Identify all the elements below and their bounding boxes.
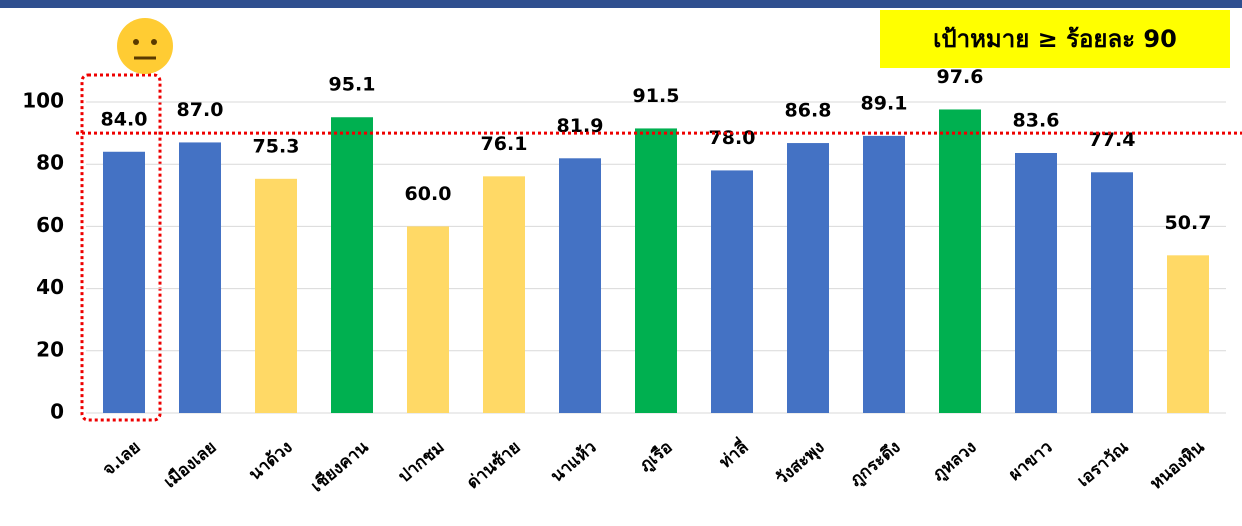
bar (559, 158, 601, 413)
annotation-box (880, 10, 1230, 68)
value-label: 78.0 (709, 127, 756, 149)
top-strip (0, 0, 1242, 8)
y-tick-label: 60 (36, 213, 64, 237)
bar (331, 117, 373, 413)
bar (1015, 153, 1057, 413)
bar (483, 176, 525, 413)
x-tick-label: นาแห้ว (547, 437, 600, 486)
value-label: 97.6 (937, 66, 984, 88)
x-tick-label: เอราวัณ (1074, 437, 1133, 491)
x-tick-label: ภูเรือ (635, 437, 677, 477)
x-tick-label: เชียงคาน (307, 436, 373, 496)
bar (407, 226, 449, 413)
y-tick-label: 100 (22, 89, 64, 113)
bar (711, 170, 753, 413)
x-tick-label: นาด้วง (245, 437, 296, 485)
bar (787, 143, 829, 413)
x-tick-label: ภูกระดึง (846, 437, 905, 491)
value-label: 89.1 (861, 92, 908, 114)
bar (939, 109, 981, 414)
y-tick-label: 80 (36, 151, 64, 175)
value-label: 95.1 (329, 74, 376, 96)
value-label: 86.8 (785, 100, 832, 122)
x-tick-label: ปากชม (395, 437, 449, 487)
x-tick-label: วังสะพุง (772, 437, 828, 489)
x-tick-label: จ.เลย (99, 437, 144, 480)
value-label: 91.5 (633, 85, 680, 107)
value-label: 87.0 (177, 99, 224, 121)
value-label: 83.6 (1013, 110, 1060, 132)
x-tick-label: ท่าลี่ (714, 435, 753, 473)
bar (635, 128, 677, 413)
value-label: 76.1 (481, 133, 528, 155)
x-tick-label: ภูหลวง (929, 437, 981, 486)
annotation: เป้าหมาย ≥ ร้อยละ 90 (933, 25, 1177, 53)
bar (179, 142, 221, 413)
x-tick-label: ผาขาว (1005, 437, 1056, 485)
face-eye (133, 39, 139, 45)
x-tick-label: หนองหิน (1146, 437, 1208, 494)
bar (1091, 172, 1133, 413)
bar (103, 151, 145, 413)
value-label: 81.9 (557, 115, 604, 137)
y-tick-label: 0 (50, 400, 64, 424)
value-label: 84.0 (101, 108, 148, 130)
y-tick-label: 40 (36, 275, 64, 299)
bar (255, 178, 297, 413)
x-tick-label: เมืองเลย (160, 437, 221, 493)
highlight-box (80, 73, 162, 422)
value-label: 60.0 (405, 183, 452, 205)
value-label: 50.7 (1165, 212, 1212, 234)
bar (1167, 255, 1209, 413)
face-eye (151, 39, 157, 45)
y-tick-label: 20 (36, 337, 64, 361)
value-label: 77.4 (1089, 129, 1136, 151)
face-icon (117, 18, 173, 74)
value-label: 75.3 (253, 135, 300, 157)
bar (863, 135, 905, 414)
x-tick-label: ด่านซ้าย (463, 437, 524, 493)
